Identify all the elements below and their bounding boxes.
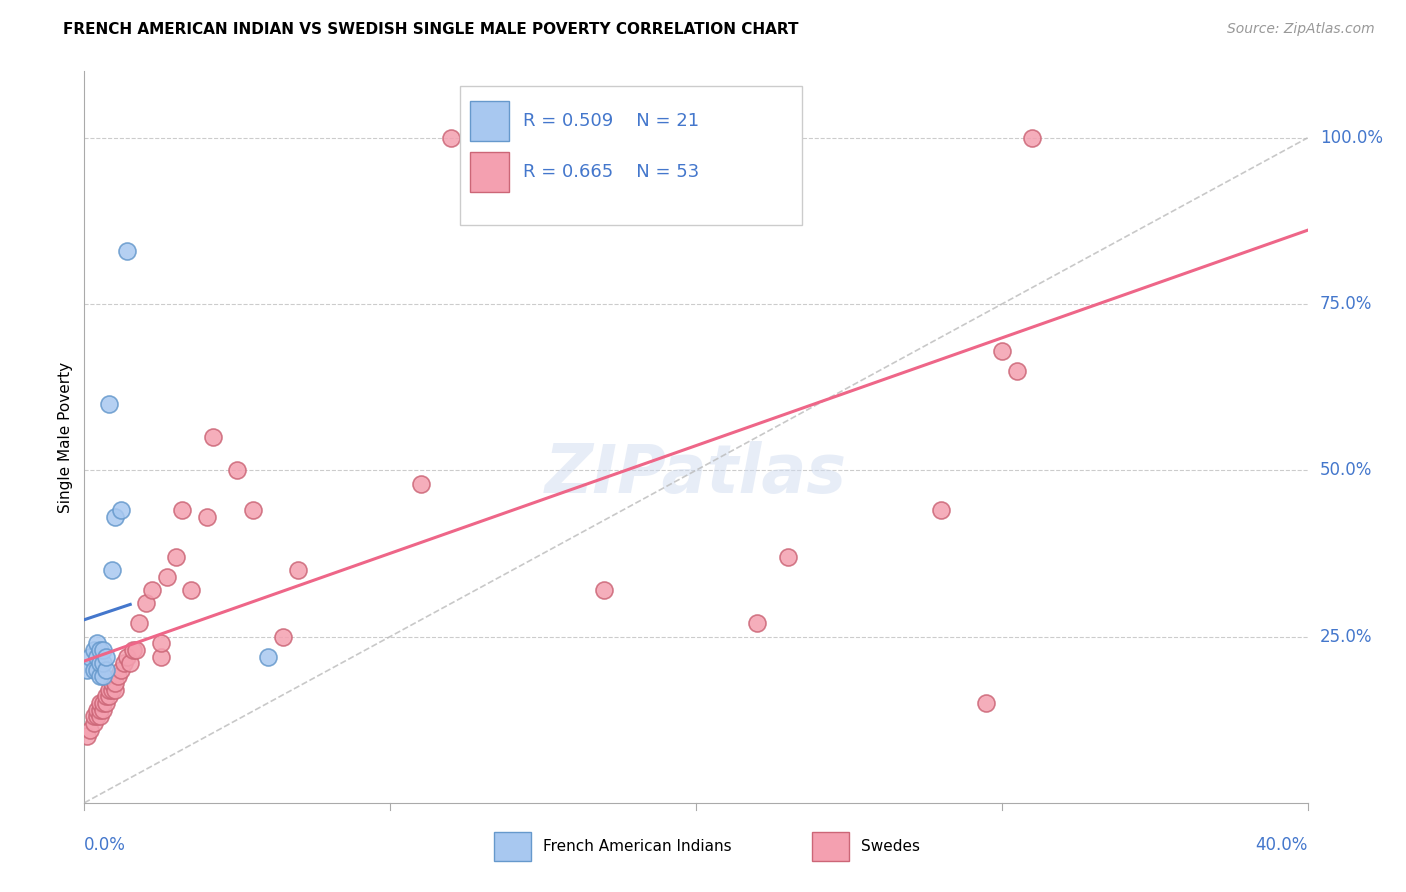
Point xyxy=(86,649,108,664)
Point xyxy=(104,509,127,524)
Point xyxy=(101,682,124,697)
Point xyxy=(122,643,145,657)
Text: 40.0%: 40.0% xyxy=(1256,836,1308,854)
Point xyxy=(89,669,111,683)
Point xyxy=(195,509,218,524)
Point xyxy=(104,682,127,697)
Point xyxy=(716,131,738,145)
Point xyxy=(1021,131,1043,145)
Point xyxy=(79,723,101,737)
Point xyxy=(86,636,108,650)
Point xyxy=(107,669,129,683)
Point xyxy=(83,709,105,723)
Text: R = 0.509    N = 21: R = 0.509 N = 21 xyxy=(523,112,700,129)
Point xyxy=(97,397,120,411)
Text: 75.0%: 75.0% xyxy=(1320,295,1372,313)
Point xyxy=(91,656,114,670)
Text: 50.0%: 50.0% xyxy=(1320,461,1372,479)
Point xyxy=(83,643,105,657)
Point xyxy=(156,570,179,584)
Text: R = 0.665    N = 53: R = 0.665 N = 53 xyxy=(523,163,700,181)
Point xyxy=(94,663,117,677)
Point xyxy=(76,729,98,743)
Point xyxy=(89,696,111,710)
Point xyxy=(110,503,132,517)
FancyBboxPatch shape xyxy=(470,152,509,192)
Point xyxy=(101,563,124,577)
Point xyxy=(86,663,108,677)
Point xyxy=(91,703,114,717)
Point xyxy=(257,649,280,664)
Text: Source: ZipAtlas.com: Source: ZipAtlas.com xyxy=(1227,22,1375,37)
Point xyxy=(1005,363,1028,377)
Text: ZIPatlas: ZIPatlas xyxy=(546,441,846,507)
Point xyxy=(120,656,142,670)
Y-axis label: Single Male Poverty: Single Male Poverty xyxy=(58,361,73,513)
Point xyxy=(83,716,105,731)
Point xyxy=(89,709,111,723)
Point xyxy=(101,676,124,690)
Point xyxy=(135,596,157,610)
Point xyxy=(91,669,114,683)
Point xyxy=(86,703,108,717)
Point xyxy=(991,343,1014,358)
Point xyxy=(149,649,172,664)
FancyBboxPatch shape xyxy=(470,101,509,141)
Point xyxy=(409,476,432,491)
Text: 100.0%: 100.0% xyxy=(1320,128,1384,147)
Point xyxy=(128,616,150,631)
Point xyxy=(91,643,114,657)
Point xyxy=(89,643,111,657)
Point xyxy=(79,649,101,664)
Point xyxy=(149,636,172,650)
Point xyxy=(125,643,148,657)
Point xyxy=(747,616,769,631)
Point xyxy=(83,663,105,677)
Point xyxy=(94,690,117,704)
Point xyxy=(112,656,135,670)
Point xyxy=(172,503,194,517)
Point xyxy=(115,244,138,258)
Text: Swedes: Swedes xyxy=(860,839,920,855)
Point xyxy=(110,663,132,677)
Point xyxy=(91,696,114,710)
Point xyxy=(115,649,138,664)
Point xyxy=(180,582,202,597)
Point xyxy=(271,630,294,644)
FancyBboxPatch shape xyxy=(813,832,849,862)
Point xyxy=(86,709,108,723)
Point xyxy=(97,690,120,704)
Point xyxy=(226,463,249,477)
Point xyxy=(141,582,163,597)
FancyBboxPatch shape xyxy=(460,86,803,225)
Point xyxy=(976,696,998,710)
Point xyxy=(638,131,661,145)
FancyBboxPatch shape xyxy=(494,832,531,862)
Text: 25.0%: 25.0% xyxy=(1320,628,1372,646)
Point xyxy=(593,582,616,597)
Point xyxy=(287,563,309,577)
Point xyxy=(97,682,120,697)
Text: French American Indians: French American Indians xyxy=(543,839,731,855)
Point xyxy=(94,649,117,664)
Point xyxy=(94,696,117,710)
Text: 0.0%: 0.0% xyxy=(84,836,127,854)
Point xyxy=(929,503,952,517)
Point xyxy=(776,549,799,564)
Point xyxy=(201,430,224,444)
Point xyxy=(242,503,264,517)
Point xyxy=(76,663,98,677)
Point xyxy=(440,131,463,145)
Text: FRENCH AMERICAN INDIAN VS SWEDISH SINGLE MALE POVERTY CORRELATION CHART: FRENCH AMERICAN INDIAN VS SWEDISH SINGLE… xyxy=(63,22,799,37)
Point xyxy=(104,676,127,690)
Point xyxy=(89,703,111,717)
Point xyxy=(89,656,111,670)
Point xyxy=(165,549,187,564)
